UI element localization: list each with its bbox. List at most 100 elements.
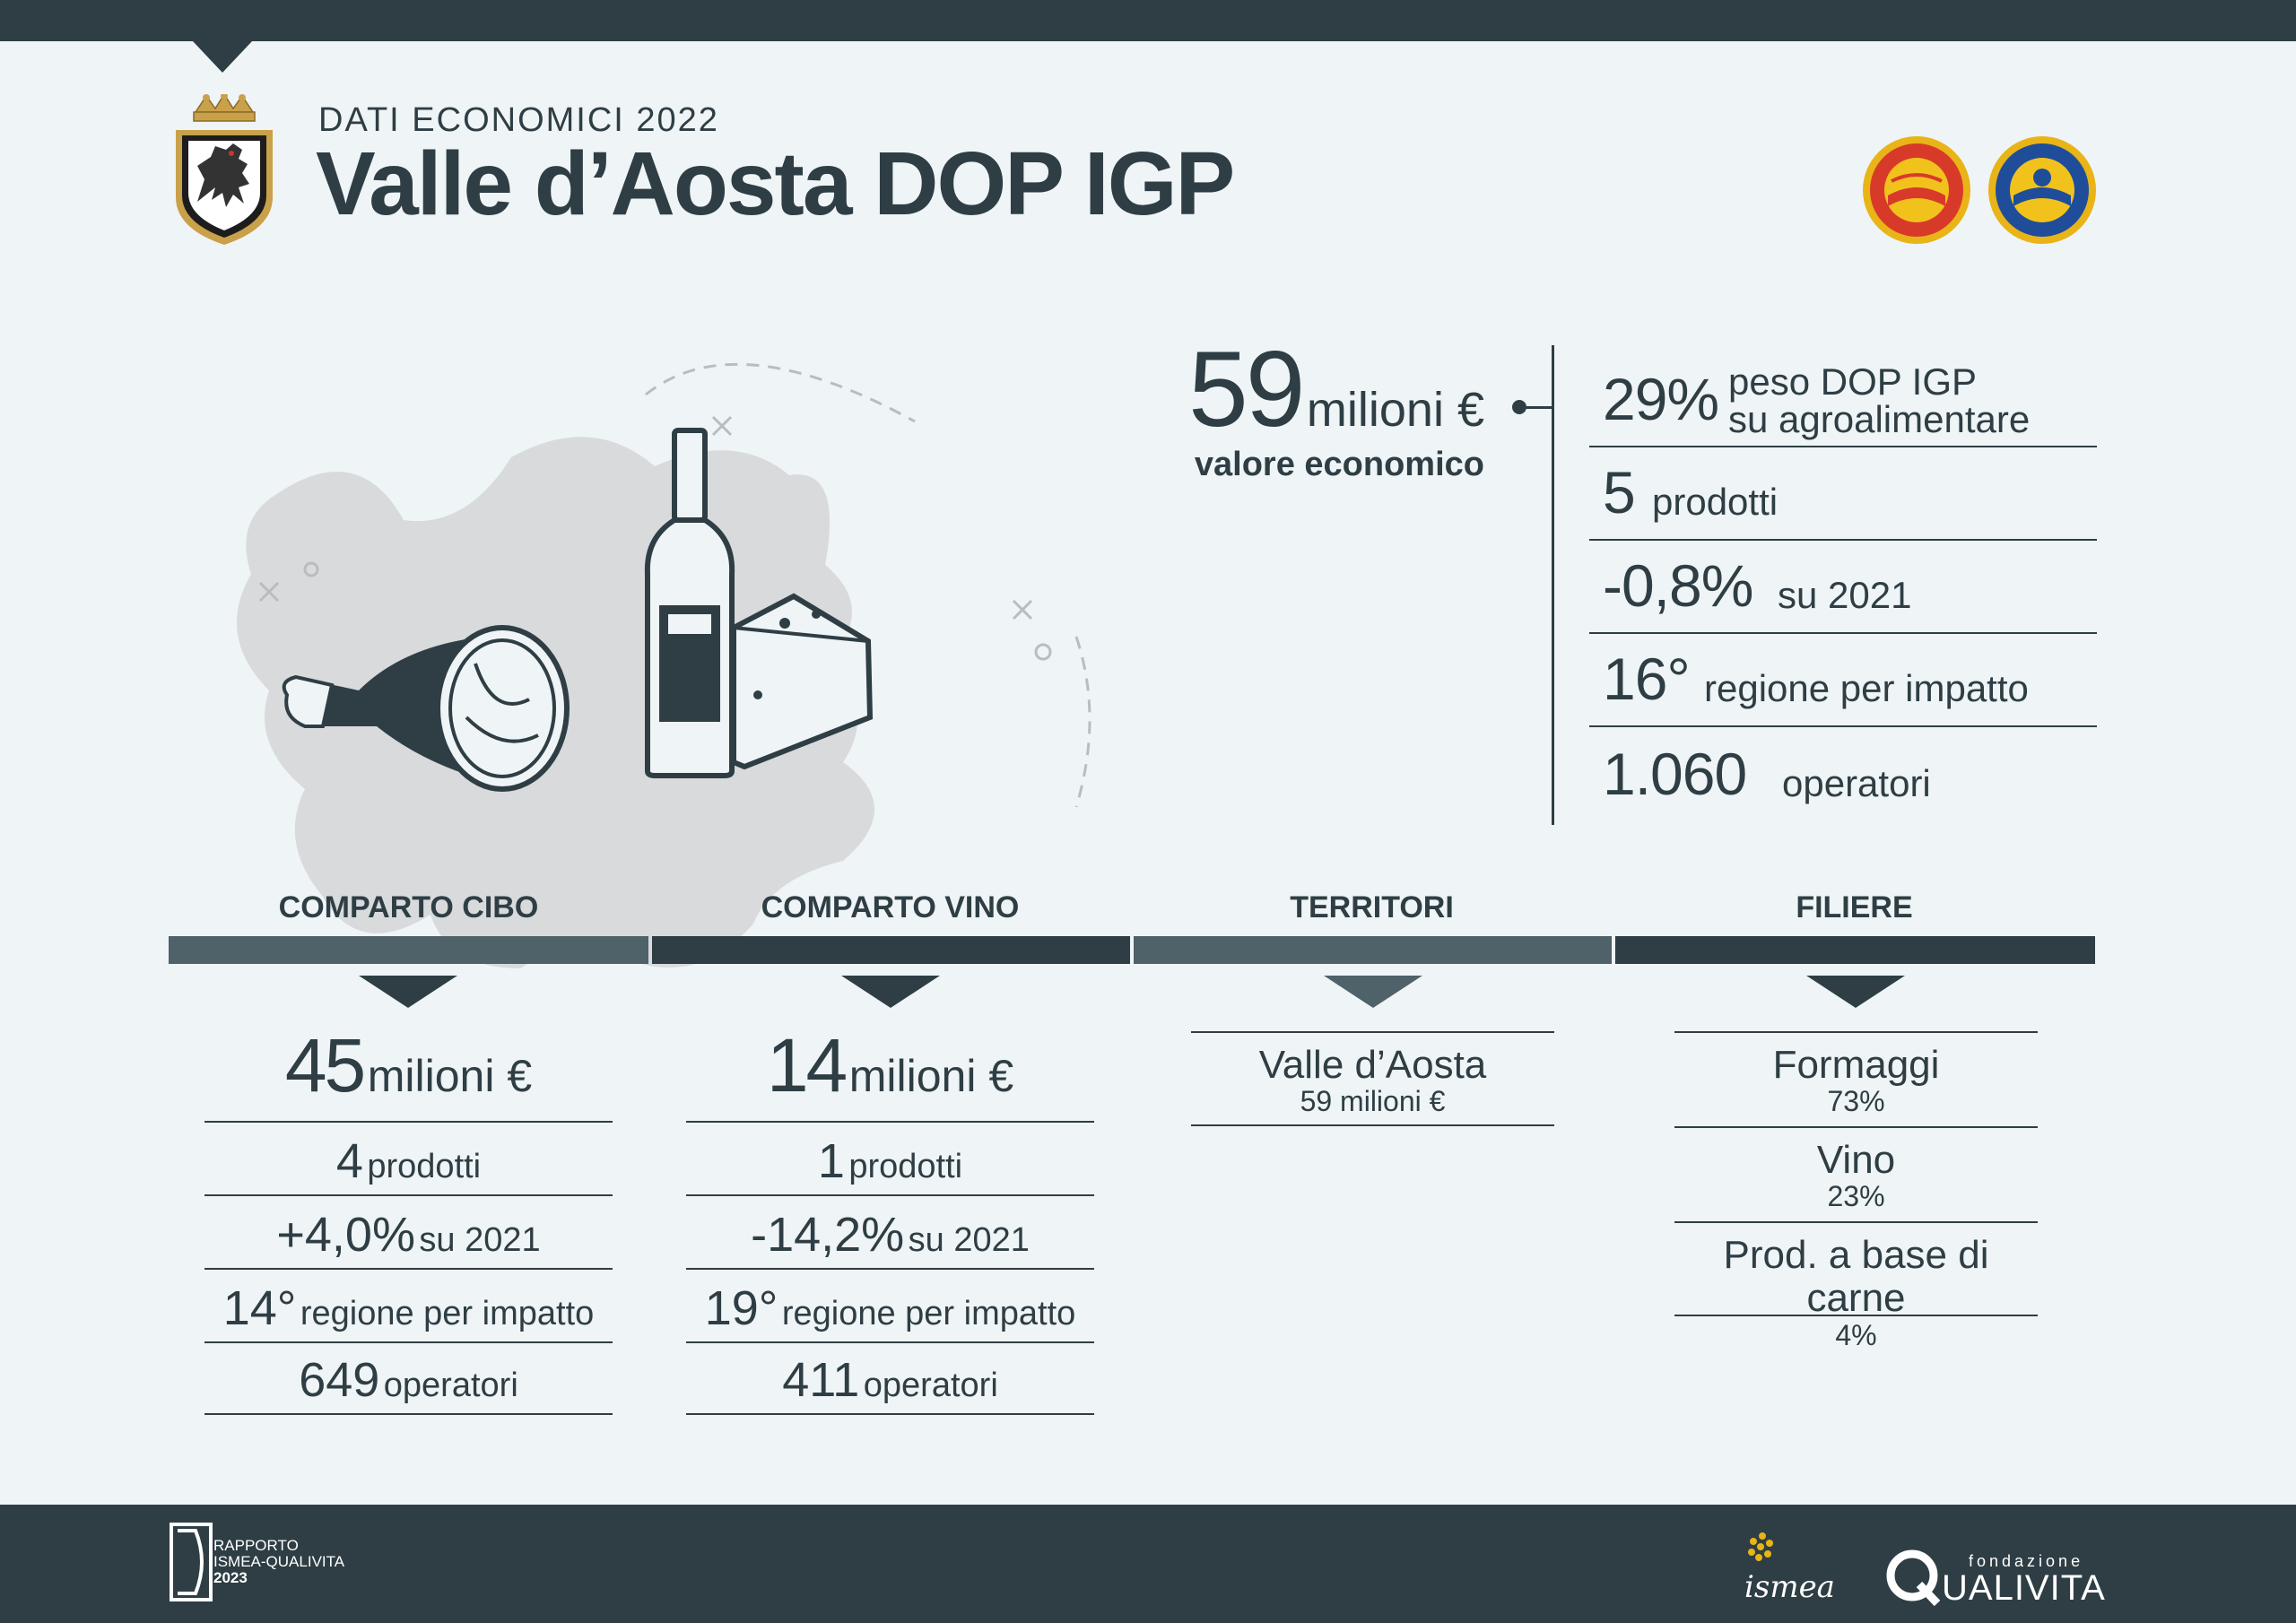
list-item: 4 prodotti [204,1121,613,1194]
kpi-label-line2: su agroalimentare [1728,398,2031,440]
row-label: su 2021 [419,1221,541,1259]
region-products-illustration [237,362,1091,969]
filiera-share: 4% [1835,1318,1877,1351]
page-title: Valle d’Aosta DOP IGP [316,134,1235,234]
row-label: regione per impatto [781,1295,1076,1332]
filiera-share: 73% [1827,1085,1885,1118]
top-bar [0,0,2296,41]
list-item: 649 operatori [204,1341,613,1415]
row-label: prodotti [367,1148,482,1185]
kpi-row-rank: 16° regione per impatto [1589,634,2097,727]
section-arrow-vino [841,976,940,1008]
kpi-label-line1: peso DOP IGP [1728,360,1978,403]
filiera-name: Vino [1816,1138,1896,1182]
row-value: 14° [222,1281,297,1335]
report-logo: RAPPORTO ISMEA-QUALIVITA 2023 [169,1522,375,1604]
total-value-unit: milioni € [1306,383,1484,437]
territory-value: 59 milioni € [1300,1085,1446,1118]
list-item: 19° regione per impatto [686,1268,1094,1341]
row-label: operatori [863,1367,998,1404]
section-title-filiere: FILIERE [1796,890,1913,924]
row-label: regione per impatto [300,1295,595,1332]
filiera-name: Prod. a base di carne [1723,1233,1989,1321]
report-line2: ISMEA-QUALIVITA [213,1553,345,1570]
kpi-label: su 2021 [1778,574,1912,616]
total-value: 59 milioni € valore economico [1152,327,1484,483]
row-value: 649 [299,1353,380,1407]
vino-value-number: 14 [766,1023,848,1107]
kpi-row-share: 29% peso DOP IGP su agroalimentare [1589,354,2097,447]
list-item: 1 prodotti [686,1121,1094,1194]
kpi-value: 16° [1603,646,1691,712]
filiera-share: 23% [1827,1180,1885,1213]
report-kicker: DATI ECONOMICI 2022 [318,101,719,139]
row-label: su 2021 [908,1221,1030,1259]
top-notch [193,41,252,73]
list-item: Prod. a base di carne 4% [1674,1221,2038,1350]
list-item: Formaggi 73% [1674,1031,2038,1126]
row-value: 19° [704,1281,778,1335]
filiere-list: Formaggi 73% Vino 23% Prod. a base di ca… [1674,1031,2038,1350]
report-mark-icon [170,1523,213,1601]
qualivita-fondazione: fondazione [1969,1552,2084,1570]
qualivita-q-icon [1886,1549,1941,1607]
cibo-value: 45 milioni € [204,1022,613,1109]
section-arrow-cibo [359,976,457,1008]
cheese-icon [731,593,874,770]
kpi-label: operatori [1782,762,1931,804]
kpi-label: regione per impatto [1704,667,2029,709]
ismea-wordmark: ismea [1744,1569,1835,1605]
filiera-name: Formaggi [1772,1043,1940,1087]
cibo-list: 4 prodotti +4,0% su 2021 14° regione per… [204,1121,613,1415]
total-value-number: 59 [1187,329,1305,449]
section-bar-cibo [169,936,648,964]
section-arrow-territori [1324,976,1422,1008]
row-label: operatori [383,1367,518,1404]
list-item: 14° regione per impatto [204,1268,613,1341]
row-value: 4 [335,1134,363,1188]
section-bar-filiere [1615,936,2095,964]
wine-bottle-icon [644,428,735,778]
report-line3: 2023 [213,1569,248,1586]
vino-value-unit: milioni € [848,1051,1014,1101]
dop-seal-icon [1863,136,1970,244]
qualivita-wordmark: UALIVITA [1942,1568,2106,1608]
connector-dot [1512,400,1526,414]
kpi-value: 1.060 [1603,741,1747,807]
row-value: 1 [817,1134,845,1188]
row-value: +4,0% [276,1208,415,1262]
cibo-value-unit: milioni € [367,1051,533,1101]
kpi-label: prodotti [1652,481,1779,523]
kpi-list: 29% peso DOP IGP su agroalimentare 5 pro… [1589,354,2097,820]
igp-seal-icon [1988,136,2096,244]
kpi-row-change: -0,8% su 2021 [1589,541,2097,634]
vino-value: 14 milioni € [686,1022,1094,1109]
kpi-row-products: 5 prodotti [1589,447,2097,541]
kpi-divider [1552,345,1554,825]
ham-icon [282,625,570,792]
dop-igp-seals [1863,136,2096,244]
kpi-value: -0,8% [1603,552,1753,619]
section-title-territori: TERRITORI [1290,890,1454,924]
row-value: -14,2% [751,1208,905,1262]
kpi-value: 29% [1603,366,1719,432]
footer-bar [0,1505,2296,1623]
ismea-logo-icon [1748,1532,1773,1561]
connector-line [1520,406,1552,409]
section-bar-vino [652,936,1130,964]
kpi-value: 5 [1603,459,1636,525]
kpi-label: peso DOP IGP su agroalimentare [1728,363,2030,438]
territori-list: Valle d’Aosta 59 milioni € [1191,1031,1554,1126]
report-line1: RAPPORTO [213,1537,299,1554]
section-title-vino: COMPARTO VINO [761,890,1020,924]
list-item: +4,0% su 2021 [204,1194,613,1268]
section-arrow-filiere [1806,976,1905,1008]
total-value-label: valore economico [1194,446,1484,483]
row-label: prodotti [848,1148,963,1185]
vino-list: 1 prodotti -14,2% su 2021 19° regione pe… [686,1121,1094,1415]
kpi-row-operators: 1.060 operatori [1589,727,2097,820]
valle-aosta-crest-icon [176,94,273,245]
list-item: Valle d’Aosta 59 milioni € [1191,1031,1554,1126]
cibo-value-number: 45 [284,1023,366,1107]
section-bar-territori [1134,936,1612,964]
